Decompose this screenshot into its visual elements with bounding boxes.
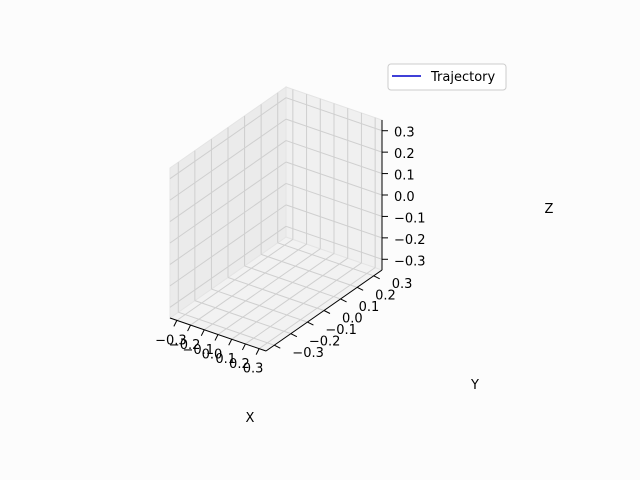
z-tick-label: 0.0 <box>394 190 415 205</box>
y-tick-label: −0.3 <box>292 346 324 361</box>
z-tick-label: 0.2 <box>394 147 415 162</box>
grid-line-floor-y <box>260 253 358 288</box>
y-tick-label: 0.1 <box>359 300 380 315</box>
x-tick-label: 0.1 <box>215 352 236 367</box>
grid-line-left-z <box>169 118 287 201</box>
x-tick-mark <box>255 348 260 355</box>
y-tick-mark <box>274 344 281 349</box>
y-tick-label: 0.2 <box>375 288 396 303</box>
x-tick-mark <box>214 334 219 341</box>
z-tick-label: 0.1 <box>394 169 415 184</box>
x-tick-label: −0.1 <box>183 343 215 358</box>
x-tick-mark <box>241 343 246 351</box>
z-tick-label: −0.1 <box>394 211 426 226</box>
grid-line-left-z <box>169 140 287 222</box>
grid-line-back-z <box>285 225 383 260</box>
tick-labels: −0.3−0.2−0.10.00.10.20.3−0.3−0.2−0.10.00… <box>155 126 425 377</box>
y-tick-mark <box>290 333 298 338</box>
x-axis-label: X <box>246 411 255 426</box>
grid-line-left-z <box>169 204 287 287</box>
z-axis-label: Z <box>545 202 554 217</box>
y-tick-mark <box>340 298 347 303</box>
grid-line-floor-y <box>227 277 325 311</box>
x-tick-mark <box>228 338 233 346</box>
grid-line-back-z <box>285 204 383 239</box>
y-tick-label: −0.2 <box>309 335 341 350</box>
grid-line-floor-y <box>211 288 308 323</box>
x-tick-mark <box>187 324 192 332</box>
y-tick-label: 0.0 <box>342 312 363 327</box>
grid-line-left-z <box>169 97 287 180</box>
x-tick-label: −0.2 <box>169 338 201 353</box>
grid-lines <box>169 89 383 350</box>
grid-line-back-z <box>285 118 383 153</box>
grid-line-back-z <box>285 161 383 196</box>
y-tick-mark <box>323 310 331 314</box>
grid-line-left-z <box>169 225 287 308</box>
grid-line-left-z <box>169 183 287 265</box>
x-tick-mark <box>173 320 178 327</box>
grid-line-floor-y <box>244 265 341 300</box>
y-tick-label: −0.1 <box>325 323 357 338</box>
grid-line-floor-y <box>194 300 292 335</box>
legend: Trajectory <box>387 63 507 91</box>
x-tick-label: 0.2 <box>229 357 250 372</box>
grid-line-floor-y <box>277 242 374 277</box>
y-tick-mark <box>307 321 314 326</box>
x-tick-label: 0.3 <box>243 362 264 377</box>
z-tick-label: −0.2 <box>394 233 426 248</box>
z-tick-label: −0.3 <box>394 254 426 269</box>
z-tick-label: 0.3 <box>394 126 415 141</box>
x-tick-label: −0.3 <box>155 333 187 348</box>
grid-line-back-z <box>285 97 383 132</box>
y-tick-label: 0.3 <box>392 277 413 292</box>
y-tick-mark <box>373 275 380 280</box>
y-tick-mark <box>356 286 364 291</box>
legend-box <box>387 63 507 91</box>
grid-line-back-z <box>285 182 383 217</box>
grid-line-back-z <box>285 140 383 175</box>
legend-label-trajectory: Trajectory <box>430 70 495 85</box>
x-tick-label: 0.0 <box>202 348 223 363</box>
y-axis-label: Y <box>470 378 479 393</box>
grid-line-floor-y <box>178 311 275 346</box>
grid-line-left-z <box>169 161 287 244</box>
x-tick-mark <box>200 329 205 337</box>
